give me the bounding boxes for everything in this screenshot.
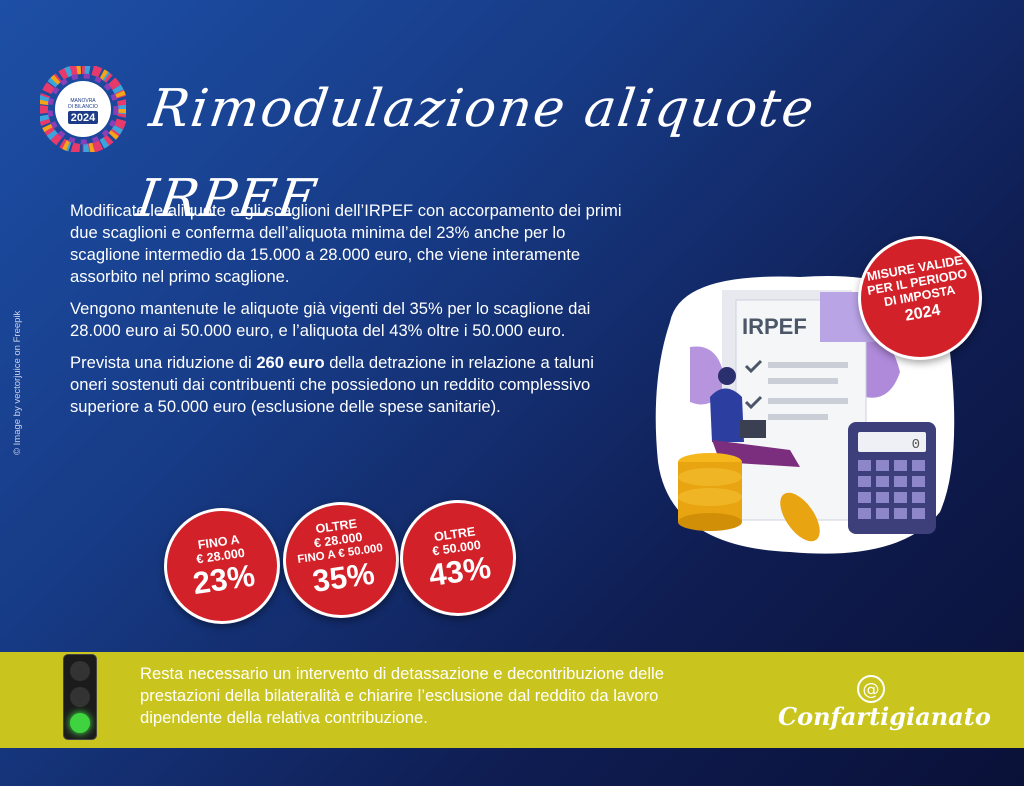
- logo-line1: MANOVRA: [70, 98, 96, 104]
- page-title: Rimodulazione aliquote IRPEF: [133, 79, 820, 229]
- body-text: Modificate le aliquote e gli scaglioni d…: [70, 200, 630, 428]
- document-label: IRPEF: [742, 314, 807, 339]
- paragraph-2: Vengono mantenute le aliquote già vigent…: [70, 299, 591, 340]
- logo-year: 2024: [71, 112, 96, 124]
- traffic-light-icon: [63, 654, 97, 740]
- brand-at-symbol: @: [863, 680, 880, 700]
- bracket-bubble-2: OLTRE € 28.000 FINO A € 50.000 35%: [275, 494, 407, 626]
- bottom-note: Resta necessario un intervento di detass…: [140, 664, 664, 727]
- tax-illustration: IRPEF 0: [650, 262, 962, 562]
- bracket-bubble-1: FINO A € 28.000 23%: [156, 500, 288, 632]
- logo-line2: DI BILANCIO: [68, 104, 98, 110]
- confartigianato-at-icon: @: [856, 674, 886, 704]
- paragraph-3-post: della detrazione in relazione a taluni o…: [70, 353, 594, 416]
- paragraph-3: Prevista una riduzione di 260 euro della…: [70, 352, 630, 418]
- coins-icon: [678, 453, 820, 542]
- manovra-logo: MANOVRA DI BILANCIO 2024: [38, 64, 128, 154]
- paragraph-1: Modificate le aliquote e gli scaglioni d…: [70, 201, 622, 286]
- paragraph-3-amount: 260 euro: [256, 353, 325, 372]
- bottom-bar: [0, 652, 1024, 748]
- image-credit: © Image by vectorjuice on Freepik: [12, 310, 23, 455]
- confartigianato-logo: Confartigianato: [778, 702, 991, 731]
- paragraph-3-pre: Prevista una riduzione di: [70, 353, 257, 372]
- bracket-bubble-3: OLTRE € 50.000 43%: [392, 492, 524, 624]
- calculator-icon: 0: [848, 422, 936, 534]
- calculator-display: 0: [912, 437, 920, 453]
